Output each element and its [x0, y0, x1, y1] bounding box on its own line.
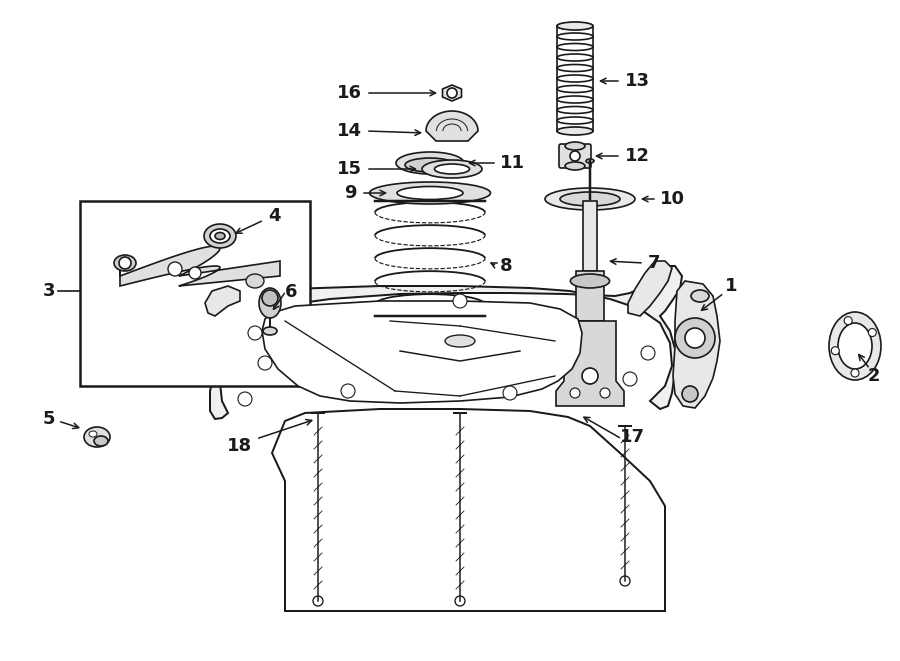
Text: 18: 18: [227, 437, 252, 455]
Text: 9: 9: [345, 184, 357, 202]
Circle shape: [832, 346, 840, 355]
Ellipse shape: [829, 312, 881, 380]
Ellipse shape: [263, 327, 277, 335]
Text: 16: 16: [337, 84, 362, 102]
Ellipse shape: [571, 274, 609, 288]
Ellipse shape: [557, 33, 593, 40]
Text: 11: 11: [500, 154, 525, 172]
Ellipse shape: [204, 224, 236, 248]
Text: 13: 13: [625, 72, 650, 90]
Circle shape: [682, 386, 698, 402]
Text: 15: 15: [337, 160, 362, 178]
Ellipse shape: [259, 288, 281, 318]
FancyBboxPatch shape: [576, 271, 604, 321]
Polygon shape: [210, 266, 682, 419]
Text: 7: 7: [648, 254, 661, 272]
Ellipse shape: [435, 164, 470, 174]
Text: 12: 12: [625, 147, 650, 165]
Circle shape: [262, 290, 278, 306]
Ellipse shape: [545, 188, 635, 210]
Polygon shape: [272, 409, 665, 611]
Circle shape: [623, 372, 637, 386]
Ellipse shape: [557, 54, 593, 61]
Text: 10: 10: [660, 190, 685, 208]
Circle shape: [851, 369, 859, 377]
FancyBboxPatch shape: [80, 201, 310, 386]
Ellipse shape: [557, 106, 593, 114]
Text: 6: 6: [285, 283, 298, 301]
Circle shape: [570, 388, 580, 398]
Ellipse shape: [557, 75, 593, 82]
Ellipse shape: [84, 427, 110, 447]
Circle shape: [844, 317, 852, 325]
Ellipse shape: [215, 233, 225, 239]
Ellipse shape: [405, 158, 455, 172]
Circle shape: [248, 326, 262, 340]
Polygon shape: [205, 286, 240, 316]
Text: 4: 4: [268, 207, 281, 225]
Ellipse shape: [94, 436, 108, 446]
Circle shape: [258, 356, 272, 370]
Ellipse shape: [246, 274, 264, 288]
Ellipse shape: [422, 160, 482, 178]
Text: 8: 8: [500, 257, 513, 275]
Circle shape: [675, 318, 715, 358]
Ellipse shape: [557, 65, 593, 71]
Circle shape: [503, 386, 517, 400]
Ellipse shape: [586, 159, 594, 163]
Text: 3: 3: [42, 282, 55, 300]
FancyBboxPatch shape: [559, 144, 591, 168]
Ellipse shape: [396, 152, 464, 174]
Ellipse shape: [557, 44, 593, 50]
Circle shape: [341, 384, 355, 398]
Ellipse shape: [557, 85, 593, 93]
Ellipse shape: [445, 335, 475, 347]
Circle shape: [685, 328, 705, 348]
Circle shape: [447, 88, 457, 98]
Ellipse shape: [565, 162, 585, 170]
Ellipse shape: [557, 127, 593, 135]
Polygon shape: [120, 246, 280, 286]
Circle shape: [313, 596, 323, 606]
Circle shape: [119, 257, 131, 269]
Polygon shape: [426, 111, 478, 141]
Text: 2: 2: [868, 367, 880, 385]
Polygon shape: [262, 301, 582, 403]
Circle shape: [453, 294, 467, 308]
Ellipse shape: [557, 128, 593, 134]
Polygon shape: [556, 321, 624, 406]
Circle shape: [455, 596, 465, 606]
Circle shape: [570, 151, 580, 161]
Circle shape: [868, 329, 877, 336]
Circle shape: [238, 392, 252, 406]
Ellipse shape: [114, 255, 136, 271]
Ellipse shape: [691, 290, 709, 302]
Text: 14: 14: [337, 122, 362, 140]
Circle shape: [168, 262, 182, 276]
Ellipse shape: [210, 229, 230, 243]
Ellipse shape: [838, 323, 872, 369]
Ellipse shape: [370, 182, 490, 204]
Circle shape: [189, 267, 201, 279]
Polygon shape: [628, 261, 672, 316]
Circle shape: [600, 388, 610, 398]
Circle shape: [582, 368, 598, 384]
Ellipse shape: [557, 22, 593, 30]
Text: 17: 17: [620, 428, 645, 446]
Polygon shape: [673, 281, 720, 408]
Text: 5: 5: [42, 410, 55, 428]
Ellipse shape: [397, 186, 463, 200]
Circle shape: [641, 346, 655, 360]
Ellipse shape: [557, 96, 593, 103]
Ellipse shape: [565, 142, 585, 150]
Ellipse shape: [560, 192, 620, 206]
Polygon shape: [443, 85, 462, 101]
Ellipse shape: [557, 22, 593, 30]
Ellipse shape: [557, 117, 593, 124]
Circle shape: [620, 576, 630, 586]
Ellipse shape: [89, 431, 97, 437]
Text: 1: 1: [725, 277, 737, 295]
FancyBboxPatch shape: [583, 201, 597, 271]
